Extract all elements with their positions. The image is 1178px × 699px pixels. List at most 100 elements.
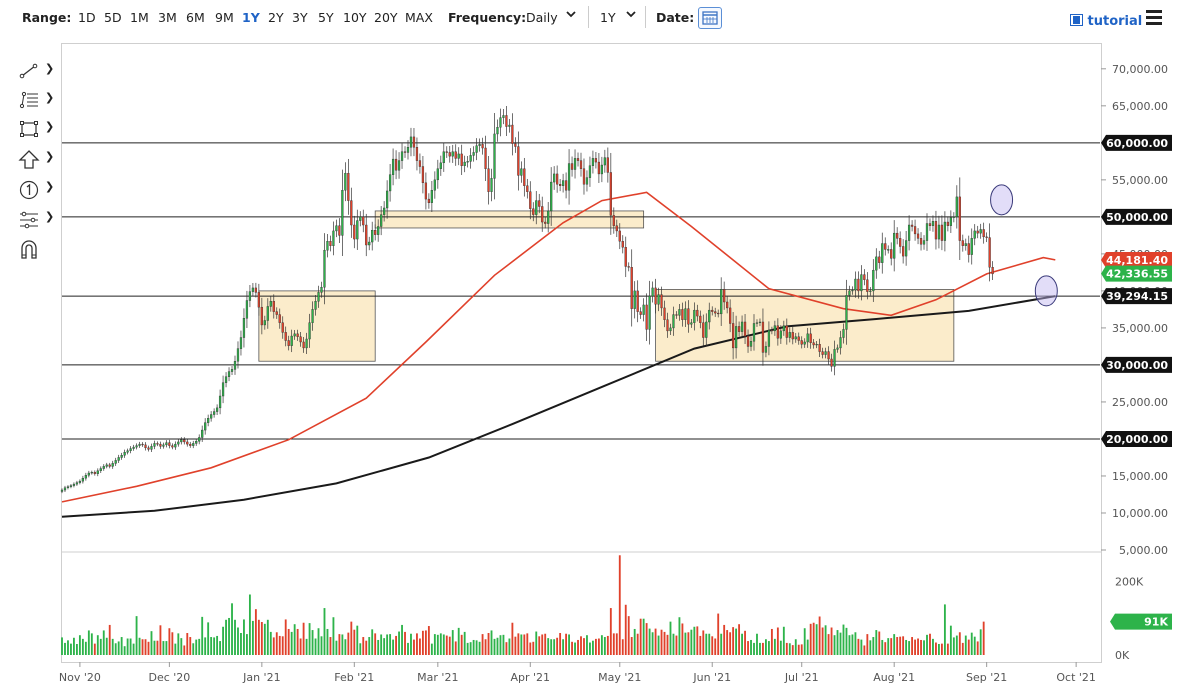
chevron-right-icon[interactable]: ❯ (45, 120, 55, 133)
levels-tool[interactable]: ❯ (14, 208, 58, 230)
candle (893, 232, 896, 259)
counter-tool[interactable]: ❯ (14, 178, 58, 200)
candle (666, 319, 669, 332)
candle (806, 333, 809, 343)
volume-bar (723, 624, 726, 655)
candle (150, 446, 153, 450)
volume-bar (526, 633, 529, 655)
arrow-tool[interactable]: ❯ (14, 148, 58, 170)
candle (314, 301, 317, 310)
range-button-1y[interactable]: 1Y (242, 10, 260, 25)
volume-bar (251, 620, 254, 655)
chevron-right-icon[interactable]: ❯ (45, 91, 55, 104)
rectangle-tool[interactable]: ❯ (14, 118, 58, 140)
volume-bar (854, 632, 857, 655)
range-button-5d[interactable]: 5D (104, 10, 122, 25)
candle (705, 321, 708, 338)
candle (931, 221, 935, 226)
volume-bar (153, 640, 156, 655)
tutorial-link[interactable]: tutorial (1070, 14, 1142, 29)
candle (836, 347, 839, 350)
volume-bar (547, 638, 550, 655)
candle (943, 221, 947, 241)
volume-bar (657, 635, 660, 655)
chevron-down-icon[interactable] (625, 8, 637, 23)
range-button-1m[interactable]: 1M (130, 10, 149, 25)
range-button-2y[interactable]: 2Y (268, 10, 284, 25)
consolidation-zone (258, 290, 376, 362)
volume-bar (627, 616, 630, 655)
volume-bar (201, 616, 204, 655)
range-button-3m[interactable]: 3M (158, 10, 177, 25)
volume-bar (174, 643, 177, 655)
volume-bar (81, 638, 84, 655)
candle (958, 196, 961, 241)
candle (731, 323, 735, 349)
candle (362, 216, 365, 226)
magnet-tool[interactable] (14, 237, 58, 259)
volume-bar (389, 634, 392, 655)
candle (514, 143, 517, 147)
candle (600, 164, 604, 175)
frequency-select[interactable]: Daily (526, 10, 558, 25)
calendar-icon[interactable] (698, 7, 722, 29)
candle (496, 127, 499, 135)
candle (860, 274, 863, 292)
volume-bar (523, 634, 526, 655)
candle (609, 172, 612, 216)
candle (207, 418, 210, 423)
chevron-down-icon[interactable] (565, 8, 577, 23)
volume-bar (490, 630, 493, 655)
volume-bar (726, 630, 729, 655)
x-tick-label: Feb '21 (334, 671, 374, 684)
volume-bar (559, 633, 562, 655)
volume-bar (150, 631, 153, 655)
chevron-right-icon[interactable]: ❯ (45, 180, 55, 193)
candle (487, 168, 490, 192)
volume-bar (234, 619, 236, 655)
volume-bar (615, 633, 618, 655)
volume-bar (383, 638, 386, 655)
candle (326, 241, 329, 251)
candle (749, 341, 753, 347)
volume-bar (765, 639, 767, 655)
chevron-right-icon[interactable]: ❯ (45, 210, 55, 223)
range-button-9m[interactable]: 9M (215, 10, 234, 25)
volume-bar (592, 640, 594, 655)
range-button-max[interactable]: MAX (405, 10, 433, 25)
range-button-6m[interactable]: 6M (186, 10, 205, 25)
range-button-5y[interactable]: 5Y (318, 10, 334, 25)
candle (556, 173, 559, 185)
chevron-right-icon[interactable]: ❯ (45, 62, 55, 75)
candle (186, 441, 189, 445)
chevron-right-icon[interactable]: ❯ (45, 150, 55, 163)
level-flag (1101, 356, 1172, 373)
volume-bar (204, 637, 207, 655)
range-button-20y[interactable]: 20Y (374, 10, 398, 25)
candle (899, 238, 902, 247)
candle (669, 327, 672, 332)
volume-bar (899, 636, 902, 655)
candle (383, 207, 386, 215)
menu-icon[interactable] (1146, 10, 1162, 28)
toolbar-divider (588, 6, 589, 28)
fib-tool[interactable]: ❯ (14, 89, 58, 111)
period-select[interactable]: 1Y (600, 10, 616, 25)
volume-bar (511, 622, 514, 655)
volume-bar (851, 634, 854, 655)
candle (141, 443, 144, 446)
candle (335, 225, 338, 232)
volume-bar (436, 634, 439, 655)
candle (532, 208, 535, 215)
range-button-10y[interactable]: 10Y (343, 10, 367, 25)
range-button-1d[interactable]: 1D (78, 10, 96, 25)
trend-line-tool[interactable]: ❯ (14, 60, 58, 82)
candle (621, 241, 624, 248)
fib-icon (19, 91, 38, 109)
volume-bar (911, 637, 914, 655)
range-button-3y[interactable]: 3Y (292, 10, 308, 25)
candle (195, 440, 198, 444)
volume-bar (609, 608, 612, 655)
candle (356, 220, 359, 240)
